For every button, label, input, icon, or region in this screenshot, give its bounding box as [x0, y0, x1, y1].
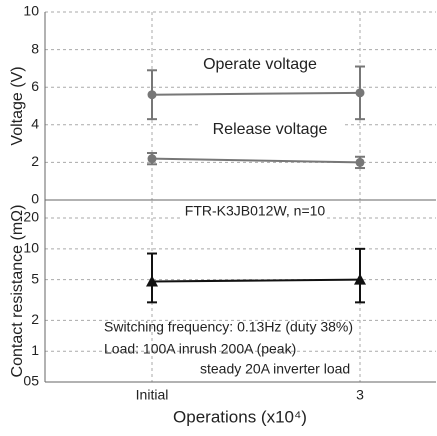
label-bg: [183, 202, 327, 222]
y-tick-label: 0: [31, 191, 39, 207]
y-tick-label: 6: [31, 78, 39, 94]
y-tick-label: 05: [23, 373, 39, 389]
marker: [146, 275, 158, 287]
marker: [147, 90, 157, 100]
y-tick-label: 10: [23, 240, 39, 256]
y-tick-label: 10: [23, 3, 39, 19]
y-tick-label: 20: [23, 209, 39, 225]
y-tick-label: 8: [31, 40, 39, 56]
y-tick-label: 2: [31, 153, 39, 169]
annotation: steady 20A inverter load: [200, 361, 350, 377]
x-axis-label: Operations (x10⁴): [173, 407, 307, 426]
series-line: [151, 91, 361, 96]
annotation: Load: 100A inrush 200A (peak): [104, 341, 296, 357]
series-label: Operate voltage: [203, 56, 317, 73]
y-tick-label: 5: [31, 270, 39, 286]
series-label: FTR-K3JB012W, n=10: [185, 203, 326, 219]
marker: [147, 154, 157, 164]
series-label: Release voltage: [213, 121, 328, 138]
series-line: [151, 157, 361, 164]
y-axis-label: Contact resistance (mΩ): [9, 205, 26, 378]
y-tick-label: 4: [31, 116, 39, 132]
x-tick-label: Initial: [136, 387, 169, 403]
y-tick-label: 1: [31, 342, 39, 358]
y-tick-label: 2: [31, 311, 39, 327]
annotation: Switching frequency: 0.13Hz (duty 38%): [104, 319, 353, 335]
marker: [355, 157, 365, 167]
series-line: [151, 278, 361, 283]
y-axis-label: Voltage (V): [9, 66, 26, 145]
label-bg: [198, 120, 342, 140]
marker: [355, 88, 365, 98]
label-bg: [188, 55, 332, 75]
marker: [354, 273, 366, 285]
x-tick-label: 3: [356, 387, 364, 403]
